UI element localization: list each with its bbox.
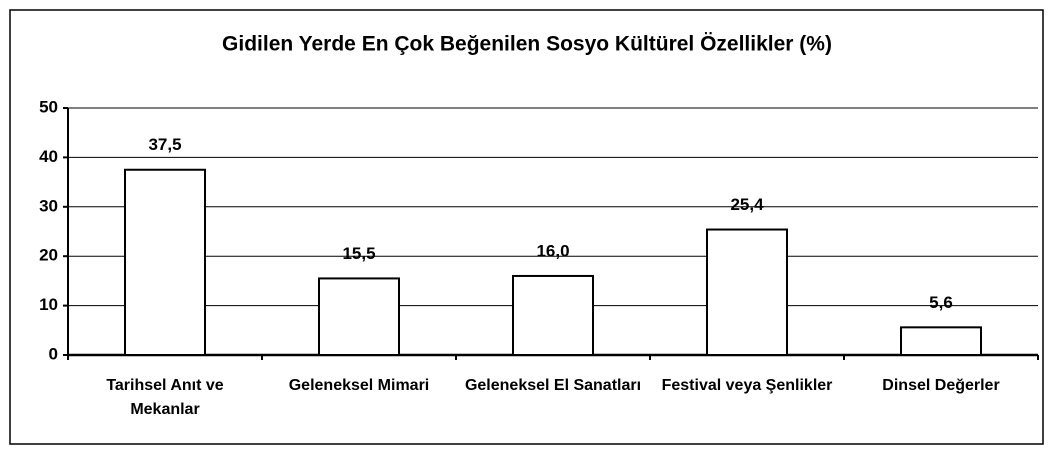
x-tick-label: Tarihsel Anıt ve Mekanlar <box>106 377 224 418</box>
x-tick-label: Geleneksel El Sanatları <box>464 377 642 394</box>
y-tick-label: 10 <box>39 295 58 314</box>
y-tick-label: 40 <box>39 147 58 166</box>
y-tick-label: 30 <box>39 196 58 215</box>
chart-title: Gidilen Yerde En Çok Beğenilen Sosyo Kül… <box>222 33 832 56</box>
data-label: 25,4 <box>730 195 764 214</box>
x-tick-label: Geleneksel Mimari <box>288 377 430 394</box>
bar <box>900 326 982 356</box>
bar <box>706 228 788 356</box>
data-label: 16,0 <box>536 241 569 260</box>
bar <box>318 277 400 356</box>
chart-frame <box>9 9 1044 445</box>
data-label: 15,5 <box>342 244 375 263</box>
y-tick-label: 20 <box>39 246 58 265</box>
bar <box>124 168 206 356</box>
x-tick-label: Festival veya Şenlikler <box>661 377 833 394</box>
data-label: 37,5 <box>148 135 181 154</box>
data-label: 5,6 <box>929 293 953 312</box>
bar <box>512 274 594 356</box>
y-tick-label: 50 <box>39 97 58 116</box>
x-tick-label: Dinsel Değerler <box>882 377 1000 394</box>
y-tick-label: 0 <box>49 344 58 363</box>
